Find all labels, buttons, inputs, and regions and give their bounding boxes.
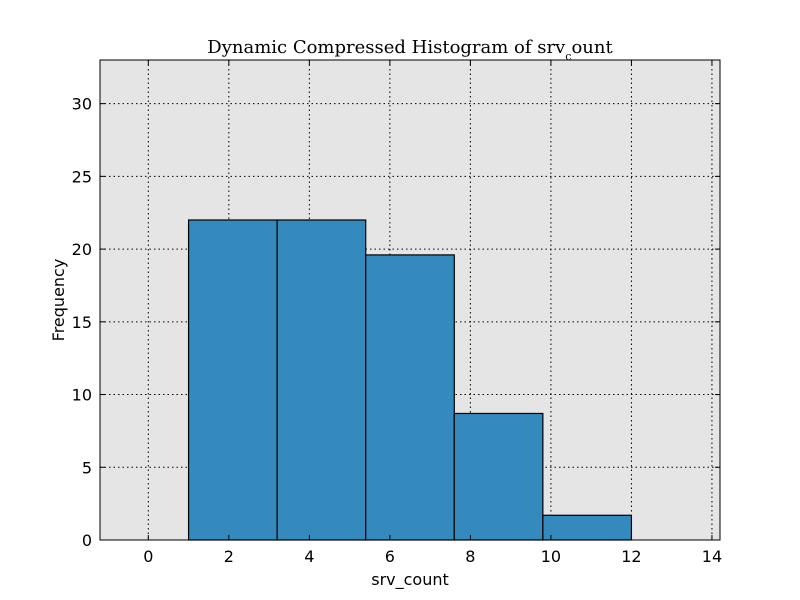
x-tick-label: 0: [143, 547, 153, 566]
x-tick-label: 6: [385, 547, 395, 566]
x-tick-label: 2: [224, 547, 234, 566]
histogram-bar-1: [187, 219, 278, 541]
y-axis-label: Frequency: [49, 259, 68, 342]
y-tick-label: 10: [72, 386, 92, 405]
plot-frame: [99, 59, 721, 541]
chart-title: Dynamic Compressed Histogram of srvcount: [207, 37, 613, 63]
x-tick-label: 8: [465, 547, 475, 566]
tick-labels: 0 2 4 6 8 10 12 14 0 5 10 15 20 25 30: [72, 95, 722, 566]
histogram-bar-2: [276, 219, 367, 541]
histogram-bar-5: [542, 514, 633, 541]
x-tick-label: 14: [702, 547, 722, 566]
y-tick-label: 20: [72, 240, 92, 259]
x-tick-label: 10: [541, 547, 561, 566]
y-tick-label: 0: [82, 531, 92, 550]
x-axis-label: srv_count: [371, 570, 449, 590]
y-tick-label: 15: [72, 313, 92, 332]
y-tick-label: 5: [82, 458, 92, 477]
histogram-bar-4: [453, 412, 544, 541]
histogram-bar-3: [365, 254, 455, 541]
x-tick-label: 4: [304, 547, 314, 566]
ticks: [100, 60, 720, 541]
y-tick-label: 30: [72, 95, 92, 114]
y-tick-label: 25: [72, 167, 92, 186]
x-tick-label: 12: [621, 547, 641, 566]
